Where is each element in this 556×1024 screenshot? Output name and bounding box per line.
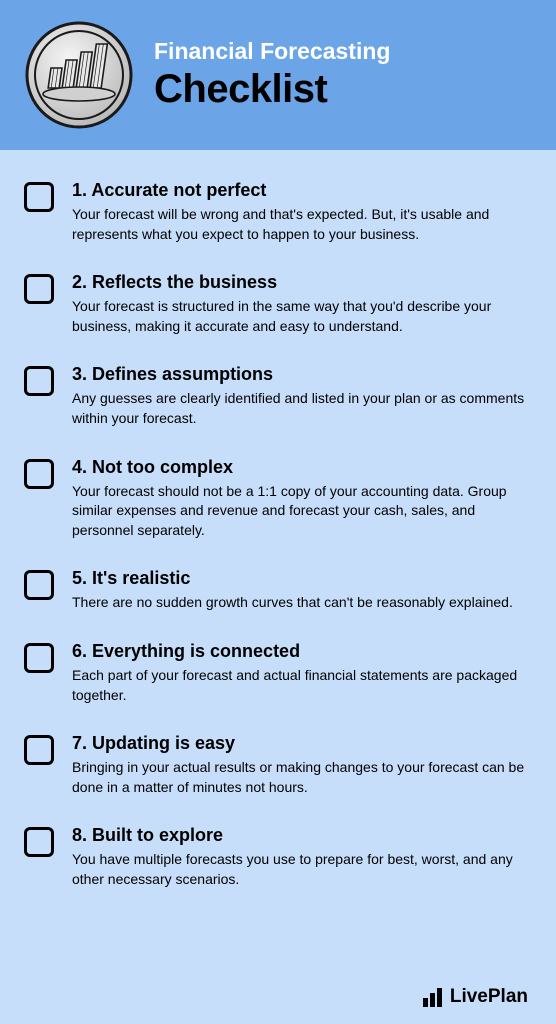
header-pretitle: Financial Forecasting bbox=[154, 38, 532, 65]
liveplan-bars-icon bbox=[422, 986, 444, 1008]
checklist-item-description: You have multiple forecasts you use to p… bbox=[72, 850, 532, 889]
footer-brand: LivePlan bbox=[422, 986, 528, 1008]
checklist-item-body: 8. Built to explore You have multiple for… bbox=[72, 825, 532, 889]
checklist-item-description: Your forecast is structured in the same … bbox=[72, 297, 532, 336]
checklist-item-description: Your forecast will be wrong and that's e… bbox=[72, 205, 532, 244]
header-title: Checklist bbox=[154, 67, 532, 112]
checkbox[interactable] bbox=[24, 643, 54, 673]
checklist-item-title: 8. Built to explore bbox=[72, 825, 532, 846]
checklist-item: 1. Accurate not perfect Your forecast wil… bbox=[24, 180, 532, 244]
checklist-item-description: Your forecast should not be a 1:1 copy o… bbox=[72, 482, 532, 541]
checklist-item-body: 3. Defines assumptions Any guesses are cl… bbox=[72, 364, 532, 428]
checklist-item: 8. Built to explore You have multiple for… bbox=[24, 825, 532, 889]
checklist-item-body: 5. It's realistic There are no sudden gro… bbox=[72, 568, 532, 613]
checkbox[interactable] bbox=[24, 827, 54, 857]
checklist-item-title: 5. It's realistic bbox=[72, 568, 532, 589]
checklist-item: 5. It's realistic There are no sudden gro… bbox=[24, 568, 532, 613]
header-text: Financial Forecasting Checklist bbox=[154, 38, 532, 112]
checklist-item-body: 7. Updating is easy Bringing in your actu… bbox=[72, 733, 532, 797]
checklist-item: 3. Defines assumptions Any guesses are cl… bbox=[24, 364, 532, 428]
checklist-item: 4. Not too complex Your forecast should n… bbox=[24, 457, 532, 541]
checklist-item-title: 7. Updating is easy bbox=[72, 733, 532, 754]
checklist-item-body: 4. Not too complex Your forecast should n… bbox=[72, 457, 532, 541]
footer-brand-text: LivePlan bbox=[450, 986, 528, 1008]
checklist-item-title: 1. Accurate not perfect bbox=[72, 180, 532, 201]
checklist: 1. Accurate not perfect Your forecast wil… bbox=[0, 150, 556, 978]
chart-coin-icon bbox=[24, 20, 134, 130]
checklist-item-body: 1. Accurate not perfect Your forecast wil… bbox=[72, 180, 532, 244]
header: Financial Forecasting Checklist bbox=[0, 0, 556, 150]
checklist-item-title: 2. Reflects the business bbox=[72, 272, 532, 293]
checklist-item-description: There are no sudden growth curves that c… bbox=[72, 593, 532, 613]
checklist-item-description: Any guesses are clearly identified and l… bbox=[72, 389, 532, 428]
checklist-item: 7. Updating is easy Bringing in your actu… bbox=[24, 733, 532, 797]
checkbox[interactable] bbox=[24, 570, 54, 600]
checklist-item-title: 3. Defines assumptions bbox=[72, 364, 532, 385]
checklist-item: 6. Everything is connected Each part of y… bbox=[24, 641, 532, 705]
checklist-item-body: 2. Reflects the business Your forecast is… bbox=[72, 272, 532, 336]
checklist-item-title: 6. Everything is connected bbox=[72, 641, 532, 662]
checklist-item-description: Bringing in your actual results or makin… bbox=[72, 758, 532, 797]
checkbox[interactable] bbox=[24, 366, 54, 396]
checkbox[interactable] bbox=[24, 459, 54, 489]
checklist-item-description: Each part of your forecast and actual fi… bbox=[72, 666, 532, 705]
checkbox[interactable] bbox=[24, 274, 54, 304]
checklist-item-title: 4. Not too complex bbox=[72, 457, 532, 478]
checkbox[interactable] bbox=[24, 735, 54, 765]
checklist-item: 2. Reflects the business Your forecast is… bbox=[24, 272, 532, 336]
checkbox[interactable] bbox=[24, 182, 54, 212]
checklist-item-body: 6. Everything is connected Each part of y… bbox=[72, 641, 532, 705]
